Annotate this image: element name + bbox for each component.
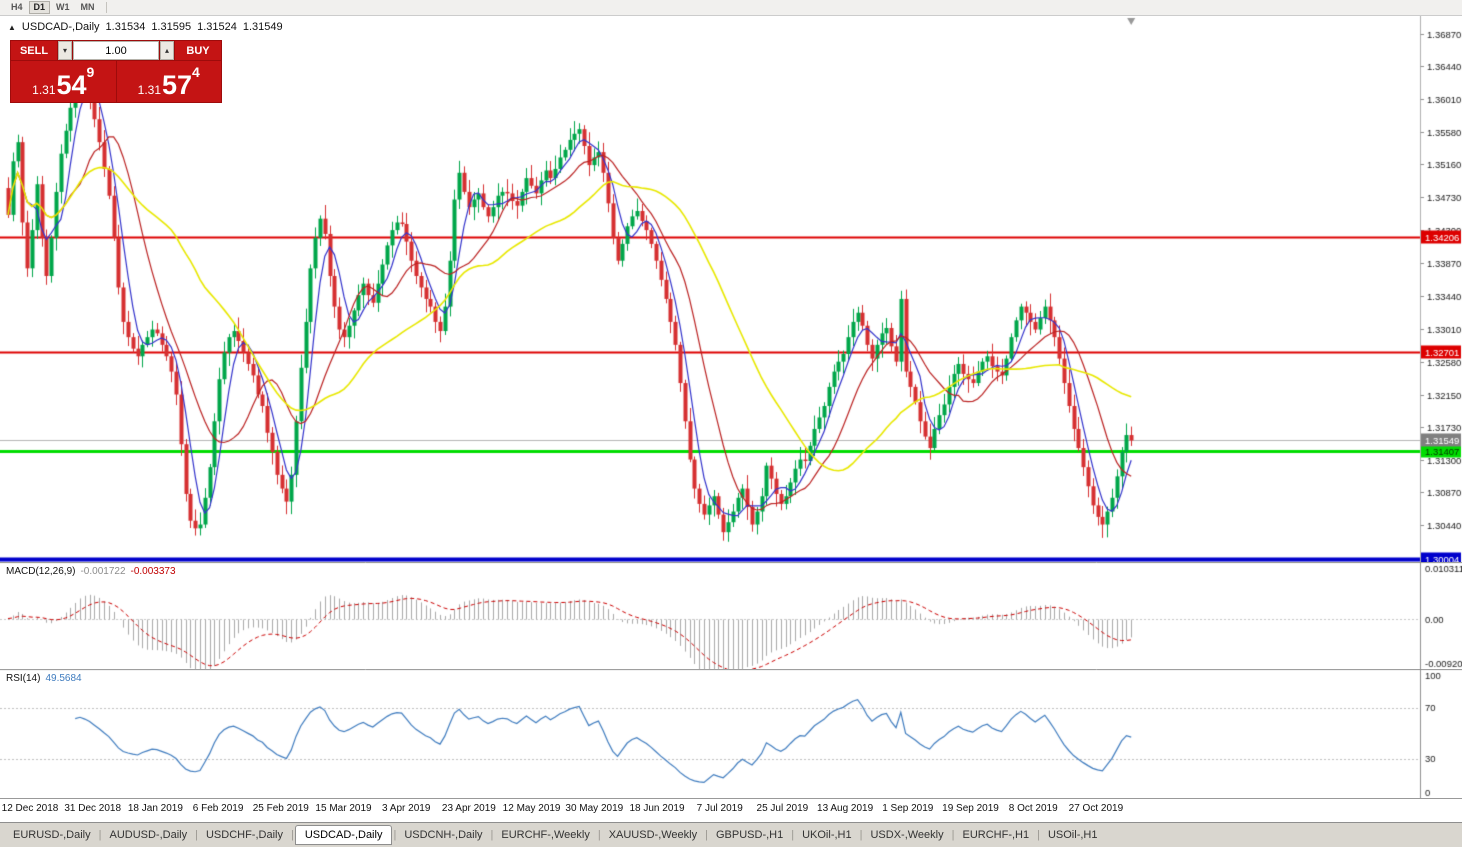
rsi-indicator-label: RSI(14) 49.5684 [6, 673, 82, 684]
buy-price-pip: 4 [192, 64, 200, 80]
tab-separator: | [490, 829, 494, 841]
tab-separator: | [393, 829, 397, 841]
chart-tab-eurchf-h1[interactable]: EURCHF-,H1 [962, 829, 1030, 841]
date-axis-label: 15 Mar 2019 [315, 803, 372, 814]
rsi-current-value: 49.5684 [45, 673, 82, 684]
tab-separator: | [951, 829, 955, 841]
chart-tab-ukoil-h1[interactable]: UKOil-,H1 [802, 829, 852, 841]
chart-tab-bar: EURUSD-,Daily | AUDUSD-,Daily | USDCHF-,Dail… [0, 822, 1462, 847]
date-axis-label: 30 May 2019 [565, 803, 624, 814]
symbol-expand-icon[interactable]: ▲ [8, 22, 16, 32]
date-axis-label: 8 Oct 2019 [1008, 803, 1058, 814]
ohlc-close: 1.31549 [242, 21, 283, 33]
macd-title: MACD(12,26,9) [6, 566, 76, 577]
chart-tab-eurusd-daily[interactable]: EURUSD-,Daily [13, 829, 91, 841]
timeframe-toolbar: H4 D1 W1 MN [0, 0, 1462, 16]
sell-price-prefix: 1.31 [32, 83, 56, 97]
chart-tab-eurchf-weekly[interactable]: EURCHF-,Weekly [501, 829, 590, 841]
chart-tab-audusd-daily[interactable]: AUDUSD-,Daily [109, 829, 188, 841]
timeframe-w1-button[interactable]: W1 [51, 1, 75, 14]
tab-separator: | [791, 829, 795, 841]
timeframe-mn-button[interactable]: MN [76, 1, 100, 14]
chart-tab-xauusd-weekly[interactable]: XAUUSD-,Weekly [608, 829, 698, 841]
volume-increase-button[interactable]: ▴ [160, 41, 174, 60]
date-axis-label: 12 Dec 2018 [1, 803, 59, 814]
date-axis-label: 31 Dec 2018 [64, 803, 122, 814]
chart-symbol-label: USDCAD-,Daily [21, 21, 100, 33]
arrow-down-icon: ▾ [62, 45, 67, 55]
date-axis-label: 23 Apr 2019 [441, 803, 496, 814]
volume-decrease-button[interactable]: ▾ [58, 41, 72, 60]
rsi-indicator-canvas[interactable] [0, 669, 1462, 798]
volume-input[interactable] [73, 41, 159, 60]
date-axis-label: 25 Feb 2019 [252, 803, 309, 814]
toolbar-separator [105, 2, 107, 13]
timeframe-d1-button[interactable]: D1 [28, 1, 51, 14]
date-axis-label: 18 Jan 2019 [127, 803, 183, 814]
one-click-trading-panel: SELL ▾ ▴ BUY 1.31 54 9 1.31 57 4 [10, 40, 222, 103]
rsi-title: RSI(14) [6, 673, 41, 684]
tab-separator: | [290, 829, 294, 841]
ohlc-high: 1.31595 [151, 21, 192, 33]
date-axis-label: 25 Jul 2019 [756, 803, 809, 814]
chart-tab-usdcnh-daily[interactable]: USDCNH-,Daily [404, 829, 483, 841]
buy-price-big-digits: 57 [162, 70, 193, 100]
buy-button[interactable]: BUY [175, 41, 221, 60]
date-axis-label: 3 Apr 2019 [382, 803, 431, 814]
macd-main-value: -0.001722 [80, 566, 126, 577]
date-axis-label: 19 Sep 2019 [942, 803, 999, 814]
sell-price-pip: 9 [86, 64, 95, 80]
date-axis-label: 13 Aug 2019 [817, 803, 874, 814]
tab-separator: | [705, 829, 708, 841]
date-axis-label: 18 Jun 2019 [629, 803, 685, 814]
sell-price-button[interactable]: 1.31 54 9 [11, 61, 116, 102]
tab-separator: | [597, 829, 601, 841]
date-axis-label: 7 Jul 2019 [696, 803, 743, 814]
date-axis-label: 6 Feb 2019 [192, 803, 244, 814]
macd-indicator-canvas[interactable] [0, 562, 1462, 669]
sell-price-big-digits: 54 [56, 70, 87, 100]
chart-tab-usoil-h1[interactable]: USOil-,H1 [1047, 829, 1098, 841]
date-axis-label: 12 May 2019 [502, 803, 561, 814]
arrow-up-icon: ▴ [164, 45, 169, 55]
date-axis[interactable]: 12 Dec 2018 31 Dec 2018 18 Jan 2019 6 Feb 2… [0, 798, 1462, 822]
tab-separator: | [98, 829, 102, 841]
buy-price-button[interactable]: 1.31 57 4 [116, 61, 221, 102]
macd-signal-value: -0.003373 [130, 566, 176, 577]
chart-ohlc-header: ▲ USDCAD-,Daily 1.31534 1.31595 1.31524 … [8, 21, 283, 33]
date-axis-label: 27 Oct 2019 [1068, 803, 1124, 814]
timeframe-h4-button[interactable]: H4 [6, 1, 28, 14]
buy-price-prefix: 1.31 [137, 83, 161, 97]
chart-tab-usdcad-daily[interactable]: USDCAD-,Daily [294, 825, 393, 845]
chart-tab-usdchf-daily[interactable]: USDCHF-,Daily [205, 829, 283, 841]
chart-tab-gbpusd-h1[interactable]: GBPUSD-,H1 [715, 829, 784, 841]
macd-indicator-label: MACD(12,26,9) -0.001722 -0.003373 [6, 566, 176, 577]
price-chart-canvas[interactable] [0, 16, 1462, 562]
ohlc-low: 1.31524 [197, 21, 237, 33]
chart-tab-usdx-weekly[interactable]: USDX-,Weekly [870, 829, 944, 841]
sell-button[interactable]: SELL [11, 41, 57, 60]
tab-separator: | [859, 829, 863, 841]
tab-separator: | [1037, 829, 1040, 841]
tab-separator: | [195, 829, 198, 841]
date-axis-label: 1 Sep 2019 [882, 803, 934, 814]
ohlc-open: 1.31534 [105, 21, 146, 33]
